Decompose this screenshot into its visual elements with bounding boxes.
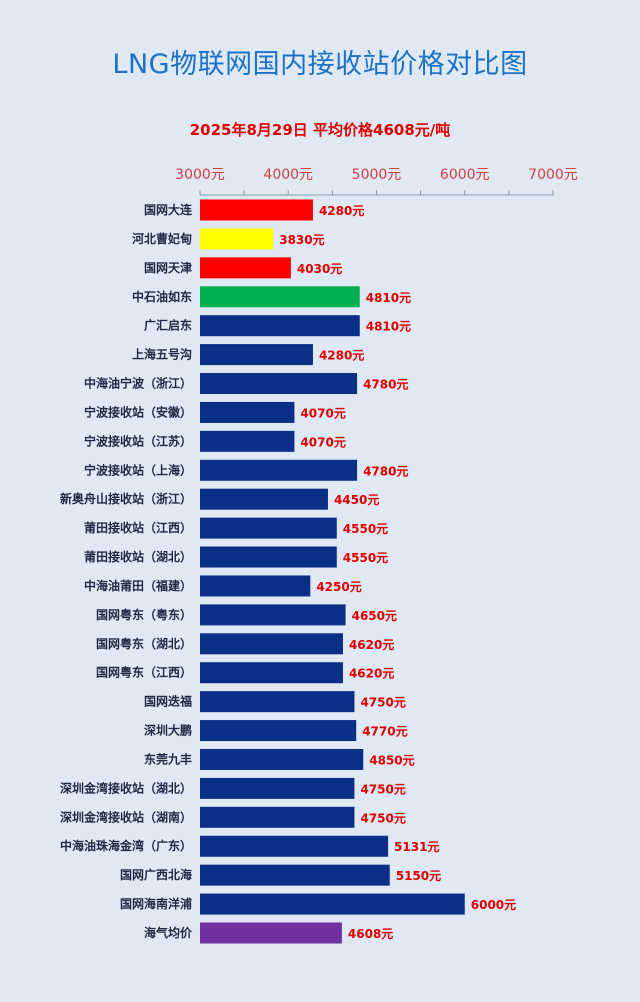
bar [200, 806, 355, 828]
category-label: 国网迭福 [144, 694, 192, 709]
value-label: 4850元 [369, 753, 414, 767]
category-label: 国网广西北海 [120, 867, 192, 882]
bar [200, 286, 360, 308]
value-label: 4750元 [360, 811, 405, 825]
value-label: 4030元 [297, 262, 342, 276]
bar [200, 315, 360, 337]
category-label: 上海五号沟 [132, 347, 192, 362]
value-label: 4070元 [300, 435, 345, 449]
category-label: 宁波接收站（上海） [84, 462, 192, 477]
bar [200, 604, 346, 626]
category-label: 新奥舟山接收站（浙江） [60, 491, 192, 506]
value-label: 4450元 [334, 493, 379, 507]
category-label: 中海油宁波（浙江） [84, 376, 192, 391]
bar [200, 720, 357, 742]
bar [200, 864, 390, 886]
chart-title: LNG物联网国内接收站价格对比图 [112, 49, 528, 80]
value-label: 3830元 [279, 233, 324, 247]
bar [200, 633, 343, 655]
bar [200, 748, 364, 770]
category-label: 中海油珠海金湾（广东） [60, 838, 192, 853]
bar [200, 344, 313, 366]
category-label: 国网粤东（粤东） [96, 607, 192, 622]
bar [200, 922, 342, 944]
category-label: 中海油莆田（福建） [84, 578, 192, 593]
bar [200, 373, 358, 395]
category-label: 国网海南洋浦 [120, 896, 192, 911]
value-label: 4250元 [316, 580, 361, 594]
category-label: 河北曹妃甸 [131, 231, 192, 246]
category-label: 国网大连 [144, 202, 193, 217]
value-label: 4550元 [343, 522, 388, 536]
category-label: 深圳金湾接收站（湖北） [60, 780, 192, 795]
value-label: 4280元 [319, 349, 364, 363]
bar [200, 228, 274, 250]
value-label: 4780元 [363, 378, 408, 392]
category-label: 莆田接收站（湖北） [84, 549, 192, 564]
x-tick-label: 6000元 [440, 167, 490, 183]
category-label: 国网天津 [144, 260, 192, 275]
bar [200, 777, 355, 799]
chart-subtitle: 2025年8月29日 平均价格4608元/吨 [189, 121, 451, 139]
bar [200, 517, 337, 539]
bar [200, 835, 389, 857]
category-label: 国网粤东（江西） [96, 665, 192, 680]
value-label: 4750元 [360, 782, 405, 796]
value-label: 6000元 [471, 898, 516, 912]
value-label: 4750元 [360, 696, 405, 710]
x-tick-label: 7000元 [528, 167, 578, 183]
value-label: 4280元 [319, 204, 364, 218]
category-label: 宁波接收站（安徽） [84, 404, 192, 419]
category-label: 国网粤东（湖北） [96, 636, 192, 651]
value-label: 4070元 [300, 406, 345, 420]
value-label: 4620元 [349, 667, 394, 681]
bar [200, 575, 311, 597]
category-label: 深圳金湾接收站（湖南） [60, 809, 192, 824]
bar [200, 662, 343, 684]
category-label: 莆田接收站（江西） [84, 520, 192, 535]
value-label: 4810元 [366, 291, 411, 305]
x-tick-label: 4000元 [263, 167, 313, 183]
value-label: 4620元 [349, 638, 394, 652]
bar [200, 691, 355, 713]
x-tick-label: 5000元 [352, 167, 402, 183]
bar [200, 430, 295, 452]
value-label: 4608元 [348, 927, 393, 941]
x-tick-label: 3000元 [175, 167, 225, 183]
bar [200, 199, 313, 221]
value-label: 4550元 [343, 551, 388, 565]
value-label: 4780元 [363, 464, 408, 478]
category-label: 宁波接收站（江苏） [84, 433, 192, 448]
bar [200, 546, 337, 568]
bar [200, 893, 465, 915]
bar [200, 488, 328, 510]
bar [200, 459, 358, 481]
value-label: 4650元 [352, 609, 397, 623]
value-label: 5150元 [396, 869, 441, 883]
value-label: 5131元 [394, 840, 439, 854]
bar [200, 257, 291, 279]
category-label: 深圳大鹏 [144, 723, 192, 738]
value-label: 4810元 [366, 320, 411, 334]
category-label: 海气均价 [144, 925, 193, 940]
category-label: 东莞九丰 [144, 751, 192, 766]
category-label: 中石油如东 [132, 289, 192, 304]
bar [200, 401, 295, 423]
value-label: 4770元 [362, 725, 407, 739]
category-label: 广汇启东 [144, 318, 192, 333]
